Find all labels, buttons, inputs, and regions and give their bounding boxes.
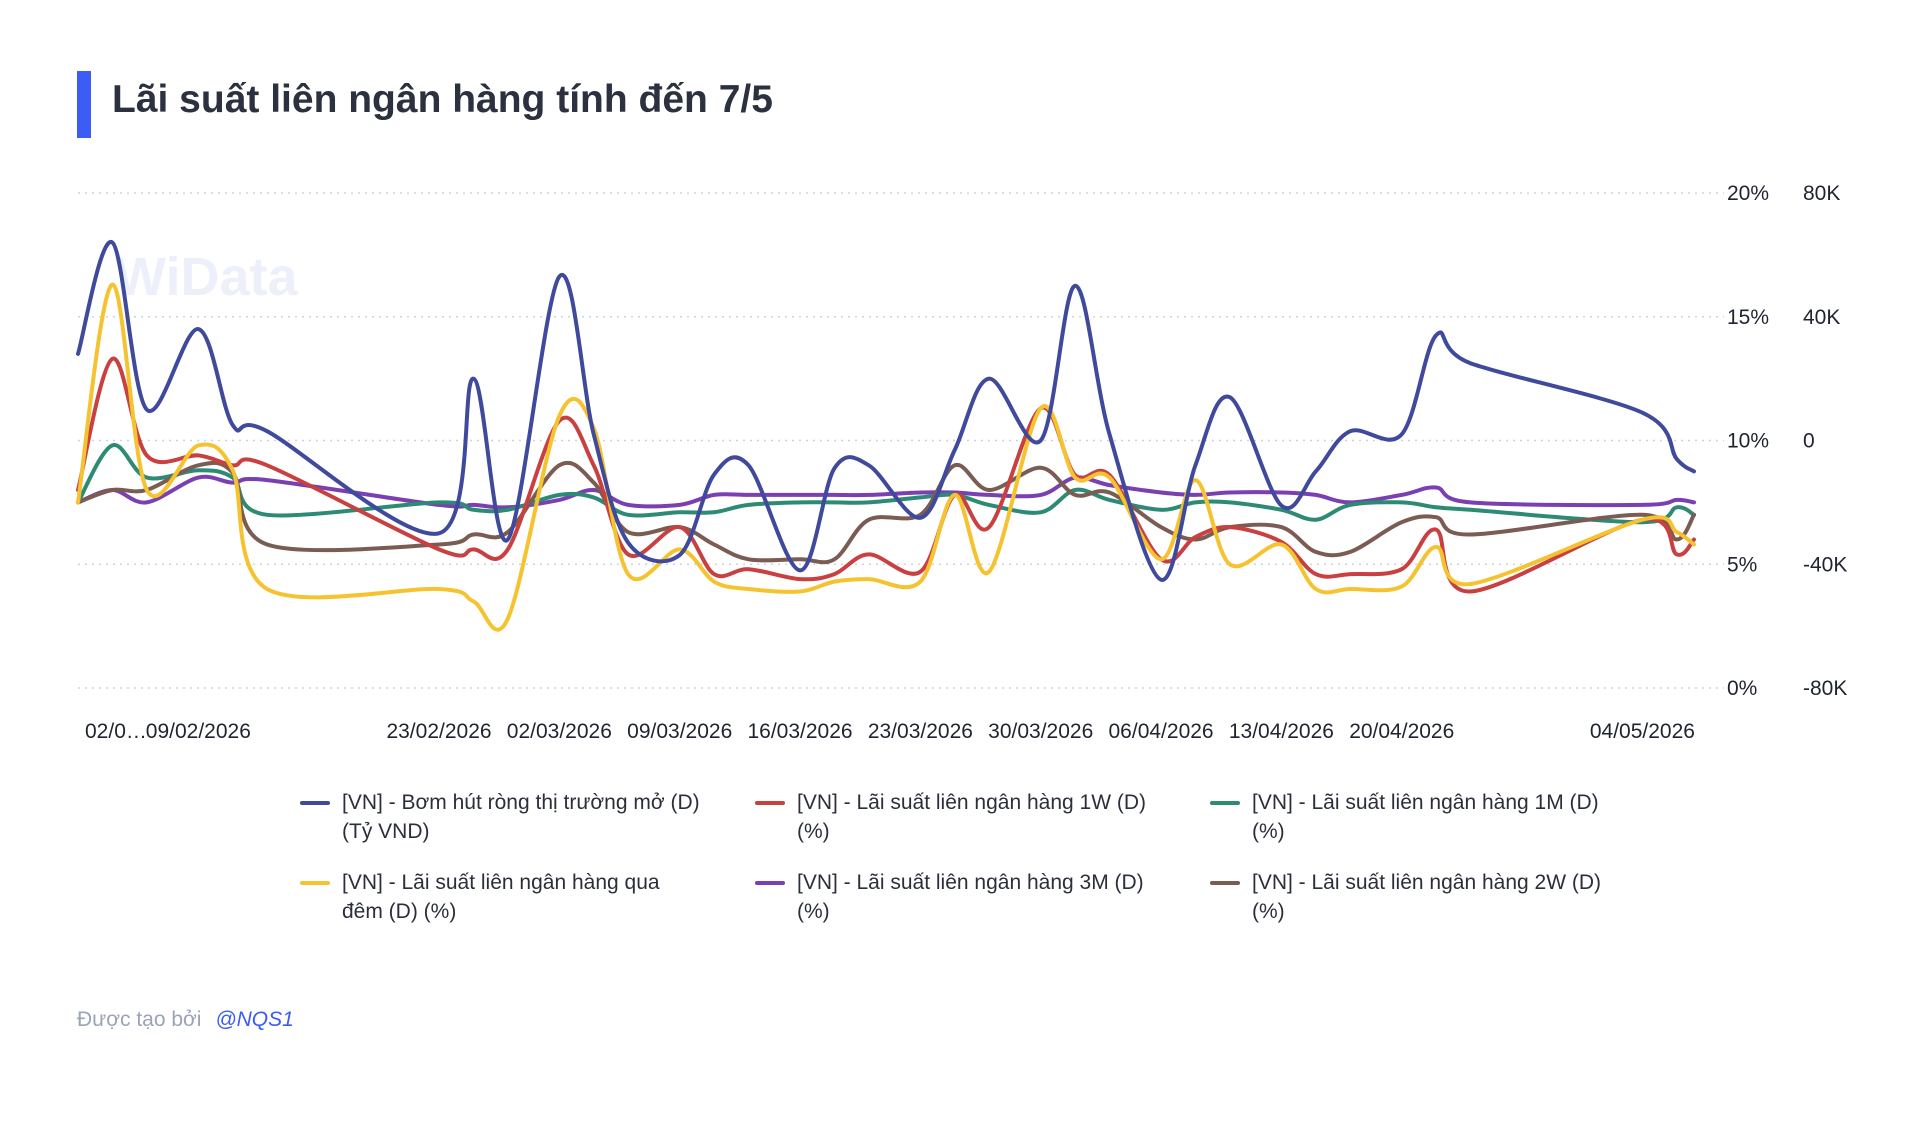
legend-swatch — [755, 881, 785, 885]
legend-item[interactable]: [VN] - Lãi suất liên ngân hàng 3M (D) (%… — [755, 868, 1210, 926]
legend-label: [VN] - Lãi suất liên ngân hàng 1W (D) (%… — [797, 791, 1147, 843]
series-line-4[interactable] — [76, 282, 1696, 632]
y-left-tick-label: 15% — [1727, 306, 1769, 329]
x-tick-label: 23/02/2026 — [386, 720, 491, 743]
legend-item[interactable]: [VN] - Bơm hút ròng thị trường mở (D) (T… — [300, 788, 755, 846]
legend-label: [VN] - Lãi suất liên ngân hàng qua đêm (… — [342, 871, 660, 923]
x-tick-label: 13/04/2026 — [1229, 720, 1334, 743]
legend-item[interactable]: [VN] - Lãi suất liên ngân hàng qua đêm (… — [300, 868, 755, 926]
x-tick-label: 09/03/2026 — [627, 720, 732, 743]
x-tick-label: 30/03/2026 — [988, 720, 1093, 743]
x-tick-label: 02/03/2026 — [507, 720, 612, 743]
legend-swatch — [300, 801, 330, 805]
x-tick-label: 23/03/2026 — [868, 720, 973, 743]
series-lines — [76, 240, 1696, 632]
legend-item[interactable]: [VN] - Lãi suất liên ngân hàng 2W (D) (%… — [1210, 868, 1640, 926]
left-axis-ticks: 20% 15% 10% 5% 0% — [1727, 182, 1769, 700]
grid-lines — [78, 192, 1724, 689]
footer-prefix: Được tạo bởi — [77, 1008, 202, 1031]
y-right-tick-label: 80K — [1803, 182, 1840, 205]
legend-item[interactable]: [VN] - Lãi suất liên ngân hàng 1M (D) (%… — [1210, 788, 1640, 846]
x-tick-label: 20/04/2026 — [1349, 720, 1454, 743]
series-line-6[interactable] — [76, 460, 1696, 565]
x-tick-label: 04/05/2026 — [1590, 720, 1695, 743]
title-accent-bar — [77, 71, 91, 138]
legend-swatch — [755, 801, 785, 805]
legend-label: [VN] - Bơm hút ròng thị trường mở (D) (T… — [342, 791, 700, 843]
x-tick-label: 02/0… — [85, 720, 147, 743]
chart-legend: [VN] - Bơm hút ròng thị trường mở (D) (T… — [300, 788, 1640, 926]
legend-item[interactable]: [VN] - Lãi suất liên ngân hàng 1W (D) (%… — [755, 788, 1210, 846]
series-line-3[interactable] — [76, 443, 1696, 525]
watermark: WiData — [115, 247, 299, 307]
y-left-tick-label: 10% — [1727, 430, 1769, 453]
y-right-tick-label: 0 — [1803, 430, 1815, 453]
legend-label: [VN] - Lãi suất liên ngân hàng 1M (D) (%… — [1252, 791, 1599, 843]
series-line-2[interactable] — [76, 356, 1696, 594]
chart-title: Lãi suất liên ngân hàng tính đến 7/5 — [112, 78, 773, 121]
legend-swatch — [300, 881, 330, 885]
legend-swatch — [1210, 881, 1240, 885]
right-axis-ticks: 80K 40K 0 -40K -80K — [1803, 182, 1847, 700]
legend-label: [VN] - Lãi suất liên ngân hàng 3M (D) (%… — [797, 871, 1144, 923]
legend-swatch — [1210, 801, 1240, 805]
y-right-tick-label: 40K — [1803, 306, 1840, 329]
y-right-tick-label: -40K — [1803, 553, 1847, 576]
x-tick-label: 06/04/2026 — [1109, 720, 1214, 743]
y-left-tick-label: 5% — [1727, 553, 1757, 576]
y-left-tick-label: 0% — [1727, 677, 1757, 700]
author-link[interactable]: @NQS1 — [215, 1008, 294, 1031]
x-tick-label: 16/03/2026 — [747, 720, 852, 743]
x-axis-ticks: 02/0…09/02/2026 23/02/2026 02/03/2026 09/03… — [85, 720, 1695, 743]
legend-label: [VN] - Lãi suất liên ngân hàng 2W (D) (%… — [1252, 871, 1602, 923]
x-tick-label: 09/02/2026 — [146, 720, 251, 743]
series-line-1[interactable] — [76, 240, 1696, 582]
footer-credit: Được tạo bởi @NQS1 — [77, 1008, 294, 1032]
y-right-tick-label: -80K — [1803, 677, 1847, 700]
y-left-tick-label: 20% — [1727, 182, 1769, 205]
